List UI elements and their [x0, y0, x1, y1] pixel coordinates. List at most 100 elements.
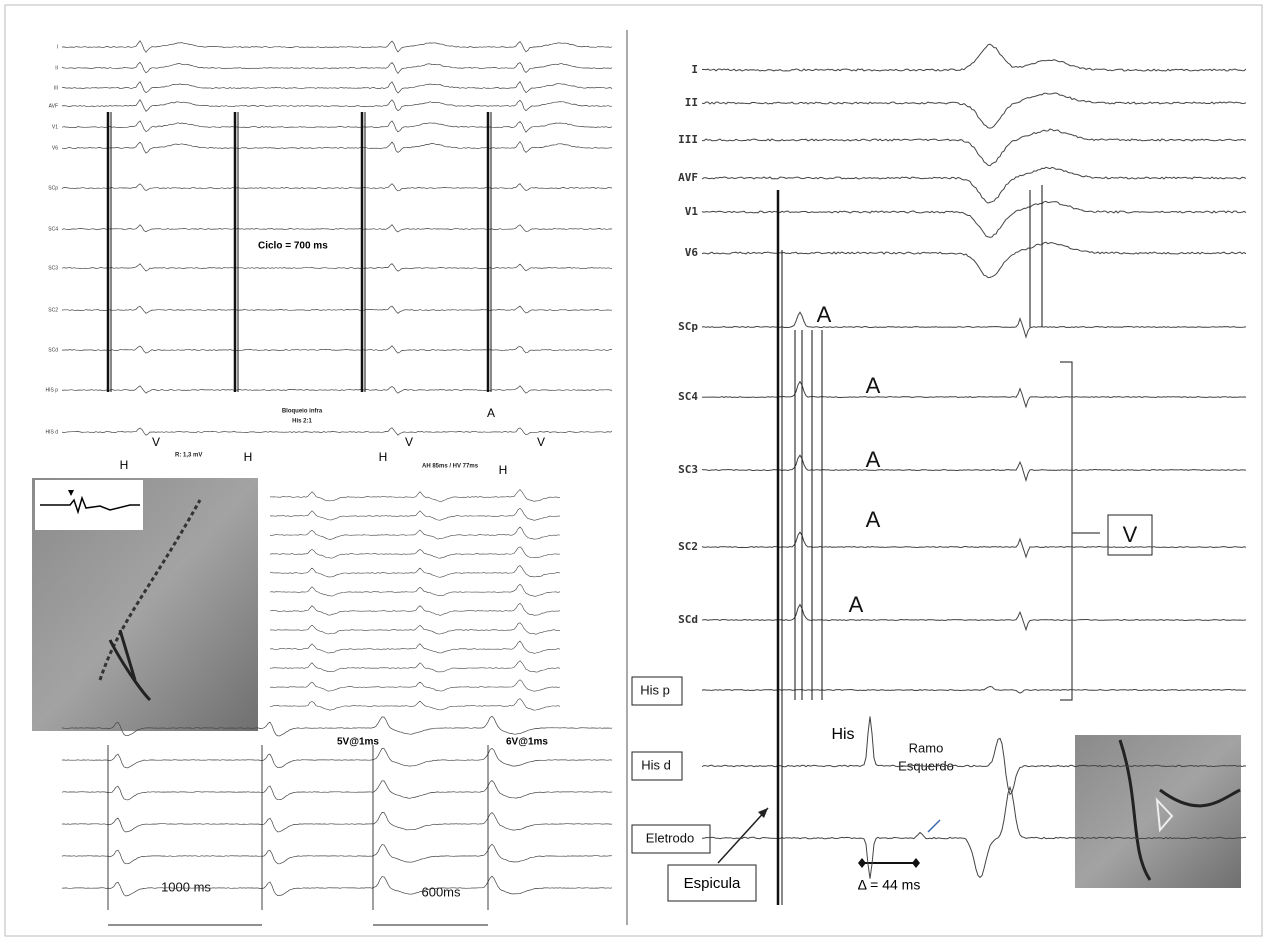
lead-label: AVF	[49, 103, 58, 109]
trace	[702, 242, 1246, 277]
lead-label: V1	[685, 205, 699, 218]
trace	[62, 748, 612, 768]
branch-label: Ramo	[909, 740, 944, 755]
trace	[62, 100, 612, 112]
atrial-label: A	[866, 507, 881, 532]
duration-label: 1000 ms	[161, 879, 211, 894]
v-label: V	[1123, 522, 1138, 547]
marker-label: A	[487, 406, 495, 420]
trace	[270, 547, 560, 558]
figure-canvas: Ciclo = 700 ms Bloqueio infra His 2:1 R:…	[0, 0, 1267, 941]
trace	[62, 264, 612, 272]
atrial-label: A	[817, 302, 832, 327]
marker-label: V	[537, 435, 545, 449]
trace	[702, 687, 1246, 694]
trace	[62, 41, 612, 53]
trace	[702, 455, 1246, 480]
trace	[702, 93, 1246, 128]
lead-label: V6	[52, 145, 58, 151]
lead-label: III	[678, 133, 698, 146]
lead-label: II	[685, 96, 698, 109]
trace	[270, 603, 560, 615]
lead-label: HIS d	[45, 429, 58, 435]
lead-label: SCd	[48, 347, 58, 353]
lead-label: SC3	[678, 463, 698, 476]
trace	[62, 225, 612, 232]
spike-label: Espicula	[684, 875, 741, 892]
trace	[62, 844, 612, 864]
lead-label: HIS p	[45, 387, 58, 393]
trace	[702, 312, 1246, 337]
trace	[62, 781, 612, 800]
trace	[270, 699, 560, 711]
marker-label: V	[405, 435, 413, 449]
lead-label: I	[691, 63, 698, 76]
trace	[270, 527, 560, 539]
trace	[62, 121, 612, 132]
lead-label: SC2	[48, 307, 58, 313]
atrial-label: A	[849, 592, 864, 617]
trace	[702, 44, 1246, 71]
stim-label: 6V@1ms	[506, 737, 548, 748]
marker-label: V	[152, 435, 160, 449]
lead-label: III	[54, 85, 58, 91]
arrow	[718, 808, 768, 863]
trace	[270, 661, 560, 672]
lead-label: V1	[52, 124, 58, 130]
interval-label: AH 85ms / HV 77ms	[422, 464, 479, 470]
marker-label: H	[120, 458, 129, 472]
trace	[270, 584, 560, 596]
atrial-label: A	[866, 373, 881, 398]
trace	[62, 306, 612, 313]
trace	[702, 382, 1246, 407]
amplitude-label: R: 1,3 mV	[175, 453, 202, 459]
lead-label: SC3	[48, 265, 58, 271]
block-label: His 2:1	[292, 419, 312, 425]
trace	[270, 623, 560, 635]
figure: Ciclo = 700 ms Bloqueio infra His 2:1 R:…	[0, 0, 1267, 941]
bracket	[1060, 362, 1100, 700]
lead-label: SCd	[678, 613, 698, 626]
arrow	[928, 820, 940, 832]
box-label: His d	[641, 757, 671, 772]
marker-label: H	[244, 450, 253, 464]
marker-label: H	[379, 450, 388, 464]
delta-label: Δ = 44 ms	[858, 877, 921, 893]
trace	[62, 386, 612, 393]
lead-label: I	[57, 44, 58, 50]
lead-label: SC4	[48, 226, 58, 232]
lead-label: SCp	[48, 185, 58, 191]
trace	[62, 184, 612, 191]
marker-label: H	[499, 463, 508, 477]
trace	[270, 641, 560, 653]
his-label: His	[831, 726, 854, 743]
cycle-label: Ciclo = 700 ms	[258, 241, 328, 252]
lead-label: SCp	[678, 320, 698, 333]
trace	[62, 876, 612, 896]
lead-label: II	[55, 65, 58, 71]
trace	[702, 129, 1246, 166]
trace	[62, 142, 612, 153]
trace	[62, 62, 612, 73]
trace	[62, 812, 612, 832]
box-label: Eletrodo	[646, 830, 694, 845]
trace	[270, 508, 560, 520]
trace	[702, 167, 1246, 203]
lead-label: SC4	[678, 390, 698, 403]
lead-label: SC2	[678, 540, 698, 553]
trace	[702, 532, 1246, 557]
trace	[270, 490, 560, 502]
trace	[270, 680, 560, 691]
trace	[702, 201, 1246, 237]
trace	[62, 346, 612, 353]
trace	[62, 82, 612, 94]
duration-label: 600ms	[421, 884, 461, 899]
trace	[62, 428, 612, 436]
atrial-label: A	[866, 447, 881, 472]
trace	[702, 605, 1246, 630]
lead-label: AVF	[678, 171, 698, 184]
lead-label: V6	[685, 246, 699, 259]
box-label: His p	[640, 682, 670, 697]
block-label: Bloqueio infra	[282, 409, 323, 415]
trace	[270, 566, 560, 578]
